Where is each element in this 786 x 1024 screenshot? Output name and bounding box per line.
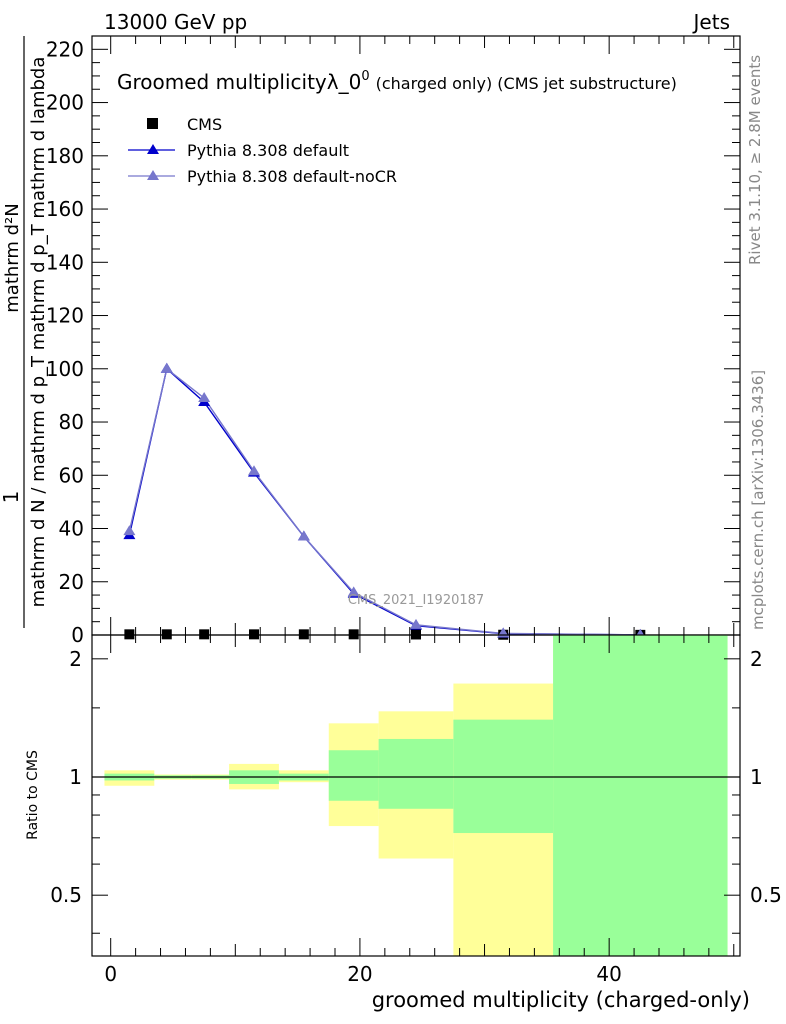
ratio-y-tick-label: 2 — [69, 647, 82, 671]
legend-label-cms: CMS — [187, 115, 222, 134]
ratio-y-tick-label-right: 1 — [750, 765, 763, 789]
x-tick-label: 20 — [347, 962, 372, 986]
watermark: CMS_2021_I1920187 — [348, 593, 484, 608]
main-panel: 0 20 40 60 80 100 120 140 160 180 200 220 Groomed m… — [0, 35, 741, 647]
cms-data-point — [199, 629, 210, 640]
main-y-tick-label: 180 — [46, 144, 84, 168]
legend-label-pythia-default: Pythia 8.308 default — [187, 141, 349, 160]
main-y-tick-label: 60 — [59, 463, 84, 487]
main-y-tick-label: 160 — [46, 197, 84, 221]
main-y-tick-label: 140 — [46, 250, 84, 274]
series-2-point — [248, 465, 260, 476]
ratio-y-tick-label: 1 — [69, 765, 82, 789]
mcplots-label: mcplots.cern.ch [arXiv:1306.3436] — [749, 370, 767, 630]
series-2-point — [198, 392, 211, 403]
main-title-text: Groomed multiplicityλ_0 — [117, 70, 361, 94]
x-tick-label: 0 — [104, 962, 117, 986]
series-2-point — [160, 362, 173, 373]
x-axis-label: groomed multiplicity (charged-only) — [372, 988, 750, 1012]
ylabel-denominator: mathrm d N / mathrm d p_T mathrm d p_T m… — [28, 57, 49, 608]
main-y-tick-label: 80 — [59, 410, 84, 434]
ratio-stat-band — [378, 738, 454, 809]
legend: CMS Pythia 8.308 default Pythia 8.308 de… — [128, 115, 397, 186]
main-y-tick-label: 100 — [46, 357, 84, 381]
main-title-suffix: (charged only) (CMS jet substructure) — [376, 74, 677, 93]
ratio-y-tick-label: 0.5 — [50, 883, 82, 907]
series-2-point — [347, 586, 360, 597]
ratio-panel: 0.5 0.5 1 1 2 2 0 20 40 Ratio to CMS groomed mu… — [25, 36, 782, 1012]
cms-data-point — [124, 629, 135, 640]
rivet-label: Rivet 3.1.10, ≥ 2.8M events — [746, 55, 764, 265]
header-left: 13000 GeV pp — [104, 10, 247, 34]
ratio-stat-band — [453, 719, 554, 834]
main-y-tick-label: 120 — [46, 304, 84, 328]
ratio-y-tick-label-right: 0.5 — [750, 883, 782, 907]
ratio-stat-band — [328, 750, 379, 801]
main-y-tick-label: 40 — [59, 517, 84, 541]
main-y-tick-label: 200 — [46, 91, 84, 115]
header-right: Jets — [692, 10, 730, 34]
main-y-tick-label: 0 — [71, 623, 84, 647]
ratio-stat-band — [553, 635, 728, 956]
cms-data-point — [249, 629, 259, 640]
ratio-y-axis: 0.5 0.5 1 1 2 2 — [50, 647, 782, 934]
legend-marker-cms — [147, 118, 158, 129]
cms-data-point — [348, 629, 359, 640]
ratio-x-axis: 0 20 40 — [104, 36, 735, 986]
main-y-axis-label: 1 mathrm d²N mathrm d N / mathrm d p_T m… — [0, 36, 49, 628]
ratio-y-tick-label-right: 2 — [750, 647, 763, 671]
main-y-axis: 0 20 40 60 80 100 120 140 160 180 200 220 — [46, 35, 740, 647]
cms-data-point — [161, 629, 172, 640]
ratio-plot-frame — [91, 634, 741, 957]
legend-label-pythia-nocr: Pythia 8.308 default-noCR — [187, 167, 397, 186]
ylabel-numerator: mathrm d²N — [2, 203, 23, 312]
main-y-tick-label: 220 — [46, 37, 84, 61]
ratio-ylabel: Ratio to CMS — [25, 750, 41, 840]
series-2-point — [410, 618, 422, 629]
legend-marker-pythia-default — [147, 144, 159, 154]
x-tick-label: 40 — [596, 962, 621, 986]
main-title: Groomed multiplicityλ_00 (charged only) (… — [117, 69, 677, 94]
legend-marker-pythia-nocr — [147, 170, 159, 180]
ylabel-prefix: 1 — [0, 491, 23, 504]
main-title-sup: 0 — [361, 69, 369, 84]
ratio-bands-layer — [104, 635, 728, 956]
series-2-point — [123, 525, 136, 536]
series-2-point — [297, 530, 310, 541]
cms-data-point — [298, 629, 309, 640]
main-y-tick-label: 20 — [59, 570, 84, 594]
